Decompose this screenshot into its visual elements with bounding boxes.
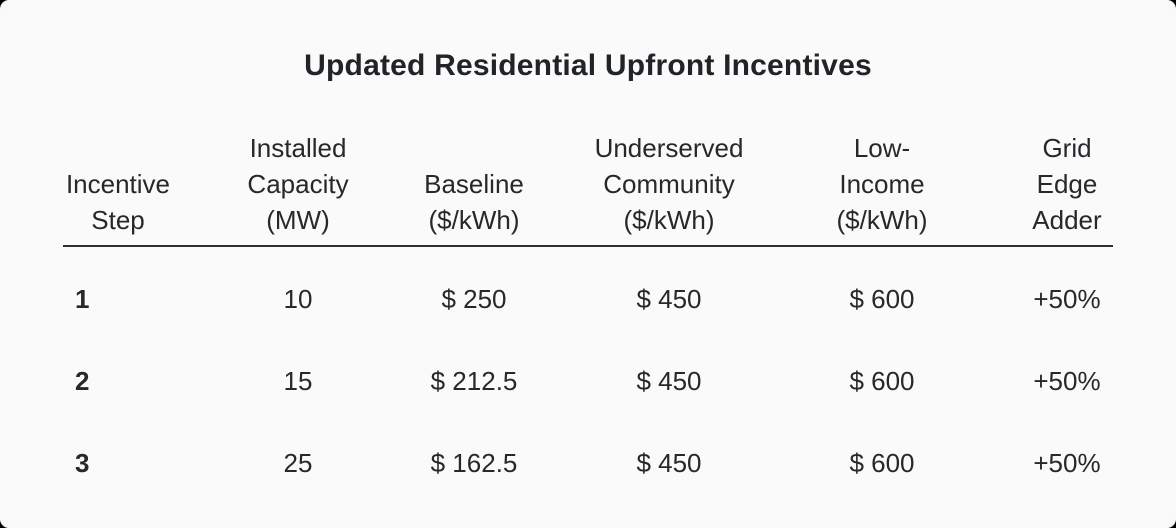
col-header-incentive-step: Incentive Step — [63, 130, 173, 247]
header-row: Incentive Step Installed Capacity (MW) B… — [63, 130, 1113, 247]
col-header-grid-edge-adder: Grid Edge Adder — [945, 130, 1113, 247]
cell-low-income: $ 600 — [849, 284, 915, 314]
cell-underserved-community: $ 450 — [636, 448, 702, 478]
col-header-underserved-community: Underserved Community ($/kWh) — [525, 130, 805, 247]
cell-grid-edge-adder: +50% — [1033, 448, 1101, 478]
cell-step: 3 — [75, 448, 90, 478]
cell-grid-edge-adder: +50% — [1033, 366, 1101, 396]
col-header-low-income: Low- Income ($/kWh) — [805, 130, 945, 247]
table-body: 1 10 $ 250 $ 450 $ 600 +50% 2 15 $ 212.5… — [63, 246, 1113, 493]
cell-step: 1 — [75, 284, 90, 314]
cell-low-income: $ 600 — [849, 448, 915, 478]
cell-baseline: $ 212.5 — [430, 366, 518, 396]
table-row-step-1: 1 10 $ 250 $ 450 $ 600 +50% — [63, 246, 1113, 329]
table-row-step-3: 3 25 $ 162.5 $ 450 $ 600 +50% — [63, 411, 1113, 493]
cell-installed-capacity: 25 — [283, 448, 313, 478]
cell-grid-edge-adder: +50% — [1033, 284, 1101, 314]
cell-baseline: $ 162.5 — [430, 448, 518, 478]
col-header-installed-capacity: Installed Capacity (MW) — [173, 130, 423, 247]
col-header-baseline: Baseline ($/kWh) — [423, 130, 525, 247]
cell-step: 2 — [75, 366, 90, 396]
cell-installed-capacity: 15 — [283, 366, 313, 396]
page-title: Updated Residential Upfront Incentives — [304, 49, 872, 82]
cell-baseline: $ 250 — [441, 284, 507, 314]
cell-low-income: $ 600 — [849, 366, 915, 396]
cell-underserved-community: $ 450 — [636, 284, 702, 314]
cell-underserved-community: $ 450 — [636, 366, 702, 396]
table-header: Incentive Step Installed Capacity (MW) B… — [63, 130, 1113, 247]
cell-installed-capacity: 10 — [283, 284, 313, 314]
table-row-step-2: 2 15 $ 212.5 $ 450 $ 600 +50% — [63, 329, 1113, 411]
incentives-table: Incentive Step Installed Capacity (MW) B… — [63, 130, 1113, 493]
